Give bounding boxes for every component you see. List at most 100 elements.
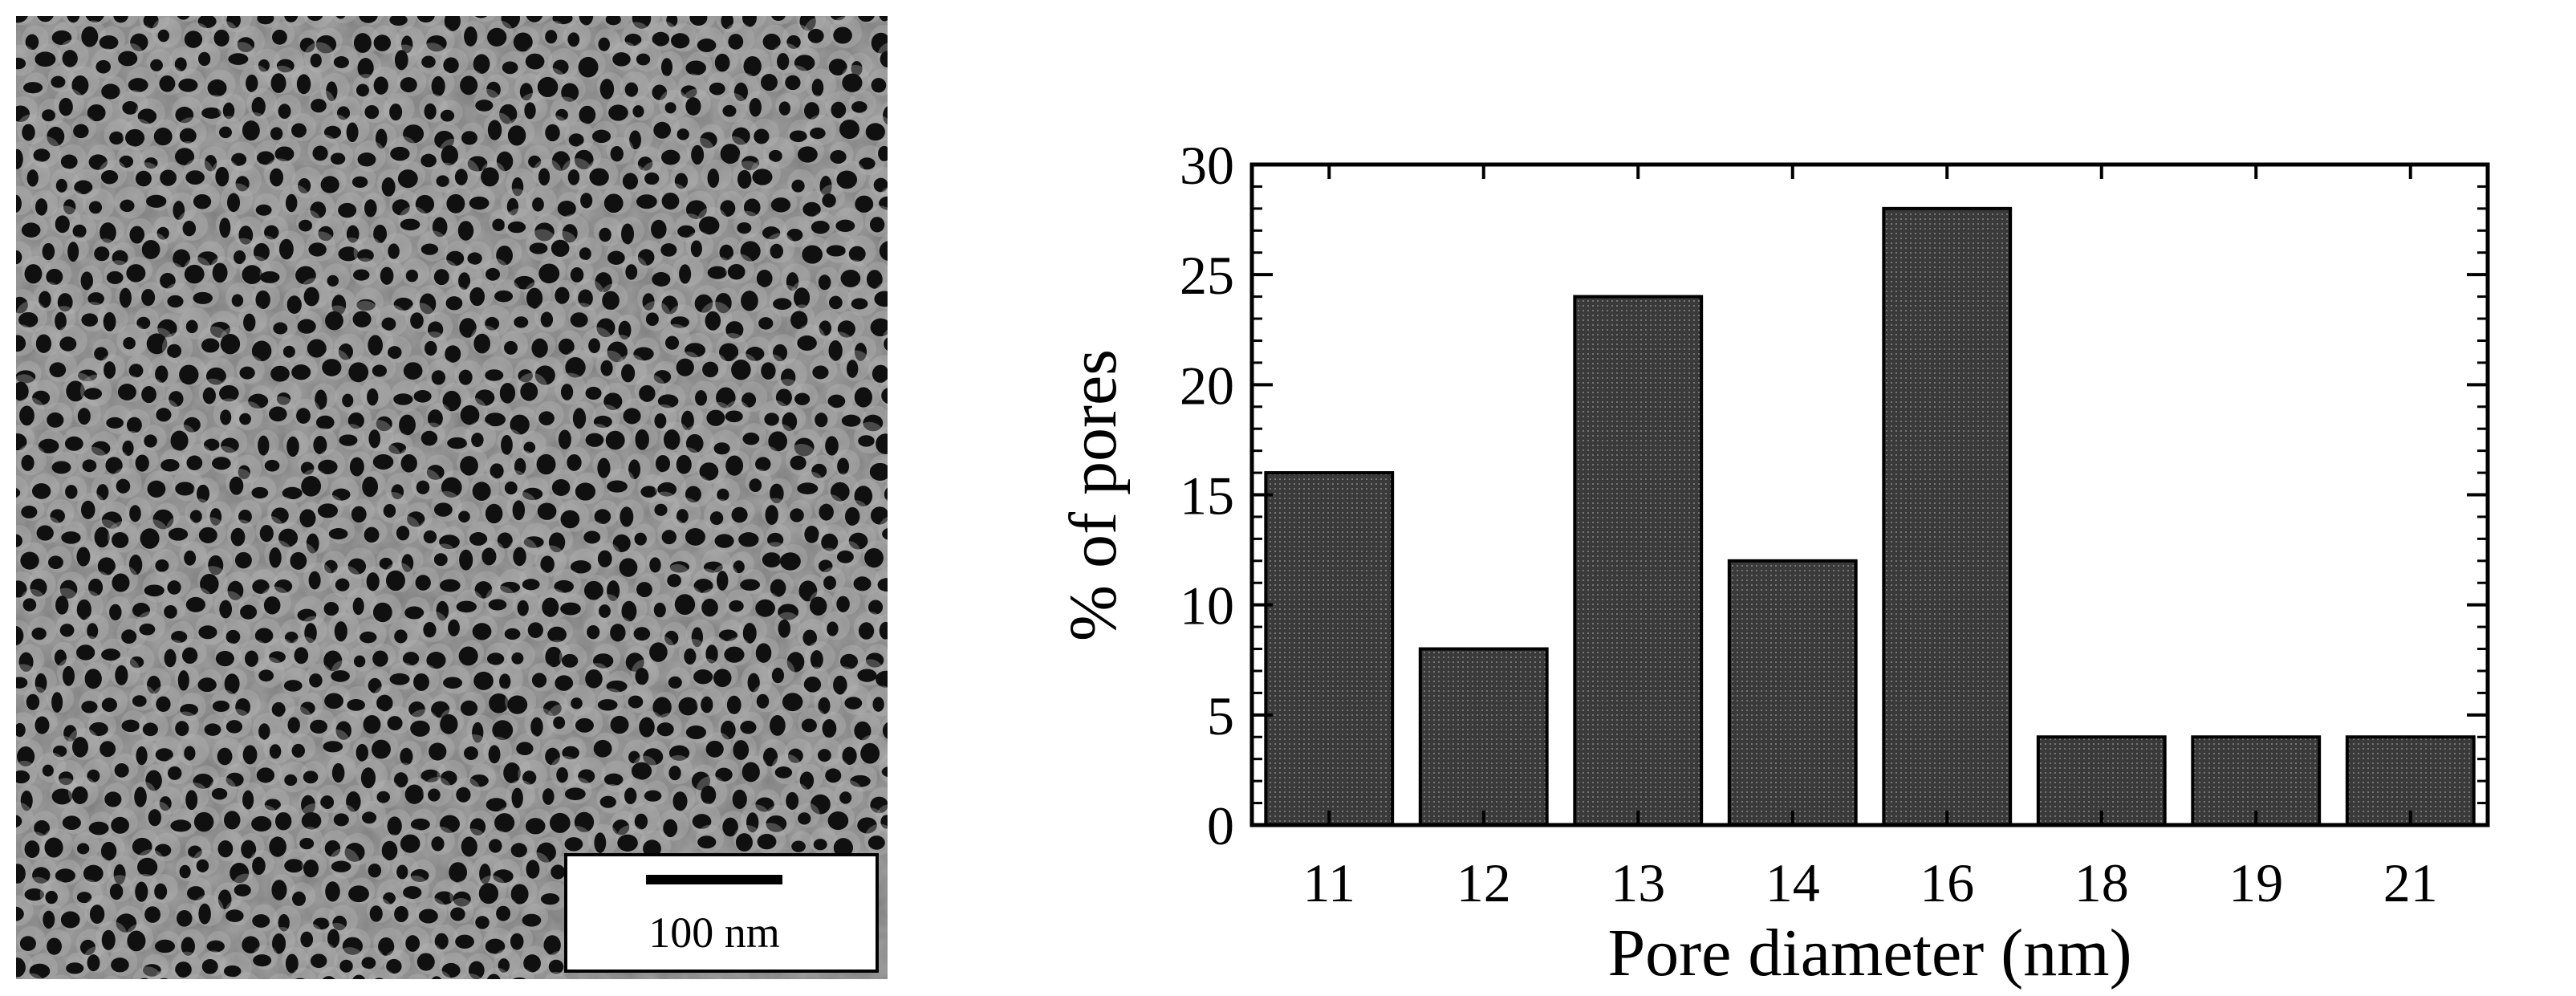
pore [351,176,368,189]
pore [373,224,388,244]
pore [642,293,655,311]
pore [649,642,668,662]
pore [737,169,752,189]
pore [106,270,124,284]
pore [879,621,888,640]
pore [619,558,638,577]
pore [633,627,651,641]
pore [819,503,834,521]
pore [878,145,888,161]
pore [200,574,219,595]
pore [255,290,270,310]
pore [379,557,393,570]
pore [717,571,729,591]
pore [184,30,203,48]
pore [746,812,759,833]
bar [1418,647,1549,827]
pore [95,59,112,74]
pore [705,644,718,664]
pore [585,433,604,447]
pore [219,126,232,139]
pore [432,217,448,238]
pore [469,532,488,546]
pore [597,550,612,567]
pore [153,127,173,146]
pore [610,624,626,642]
pore [115,665,128,685]
pore [786,652,805,673]
pore [284,859,304,873]
pore [827,811,849,831]
pore [827,394,846,409]
pore [492,218,506,232]
pore [579,105,596,124]
pore [282,486,303,500]
pore [400,218,421,231]
pore [486,81,501,98]
pore [507,125,526,146]
pore [762,552,782,568]
pore [332,915,347,931]
pore [57,293,73,312]
pore [695,390,707,406]
pore [87,954,100,972]
pore [825,768,842,783]
pore [135,170,152,187]
pore [134,787,147,807]
pore [224,811,241,830]
pore [725,410,743,423]
scale-bar [646,875,782,884]
pore [25,34,39,51]
pore [94,526,110,548]
pore [16,722,26,738]
pore [702,361,719,378]
pore [514,275,535,290]
pore [830,16,846,21]
pore [24,264,43,284]
pore [64,436,83,451]
pore [882,528,888,540]
pore [320,795,335,809]
pore [522,487,543,501]
pore [143,964,161,977]
pore [837,320,855,338]
pore [876,670,888,688]
pore [825,436,839,456]
pore [445,345,461,363]
pore [35,334,52,353]
pore [152,509,174,530]
pore [87,769,100,783]
pore [299,509,316,528]
pore [29,963,51,979]
pore [639,384,656,402]
pore [147,480,166,498]
pore [456,600,477,613]
pore [144,434,157,448]
pore [114,763,129,778]
pore [193,773,213,789]
pore [179,864,191,879]
pore [278,104,291,120]
pore [205,367,226,385]
pore [836,550,854,563]
pore [819,320,832,336]
pore [372,364,388,377]
pore [580,193,593,209]
pore [803,102,820,120]
pore [457,221,474,241]
pore [235,176,250,192]
pore [129,505,141,522]
pore [47,126,65,147]
pore [62,50,78,67]
pore [295,266,316,285]
pore [231,152,247,166]
pore [555,108,568,121]
pore [421,243,439,255]
pore [20,791,33,811]
pore [88,578,104,596]
pore [821,533,839,551]
pore [530,717,543,737]
pore [802,201,821,217]
pore [677,128,689,140]
pore [432,976,441,979]
